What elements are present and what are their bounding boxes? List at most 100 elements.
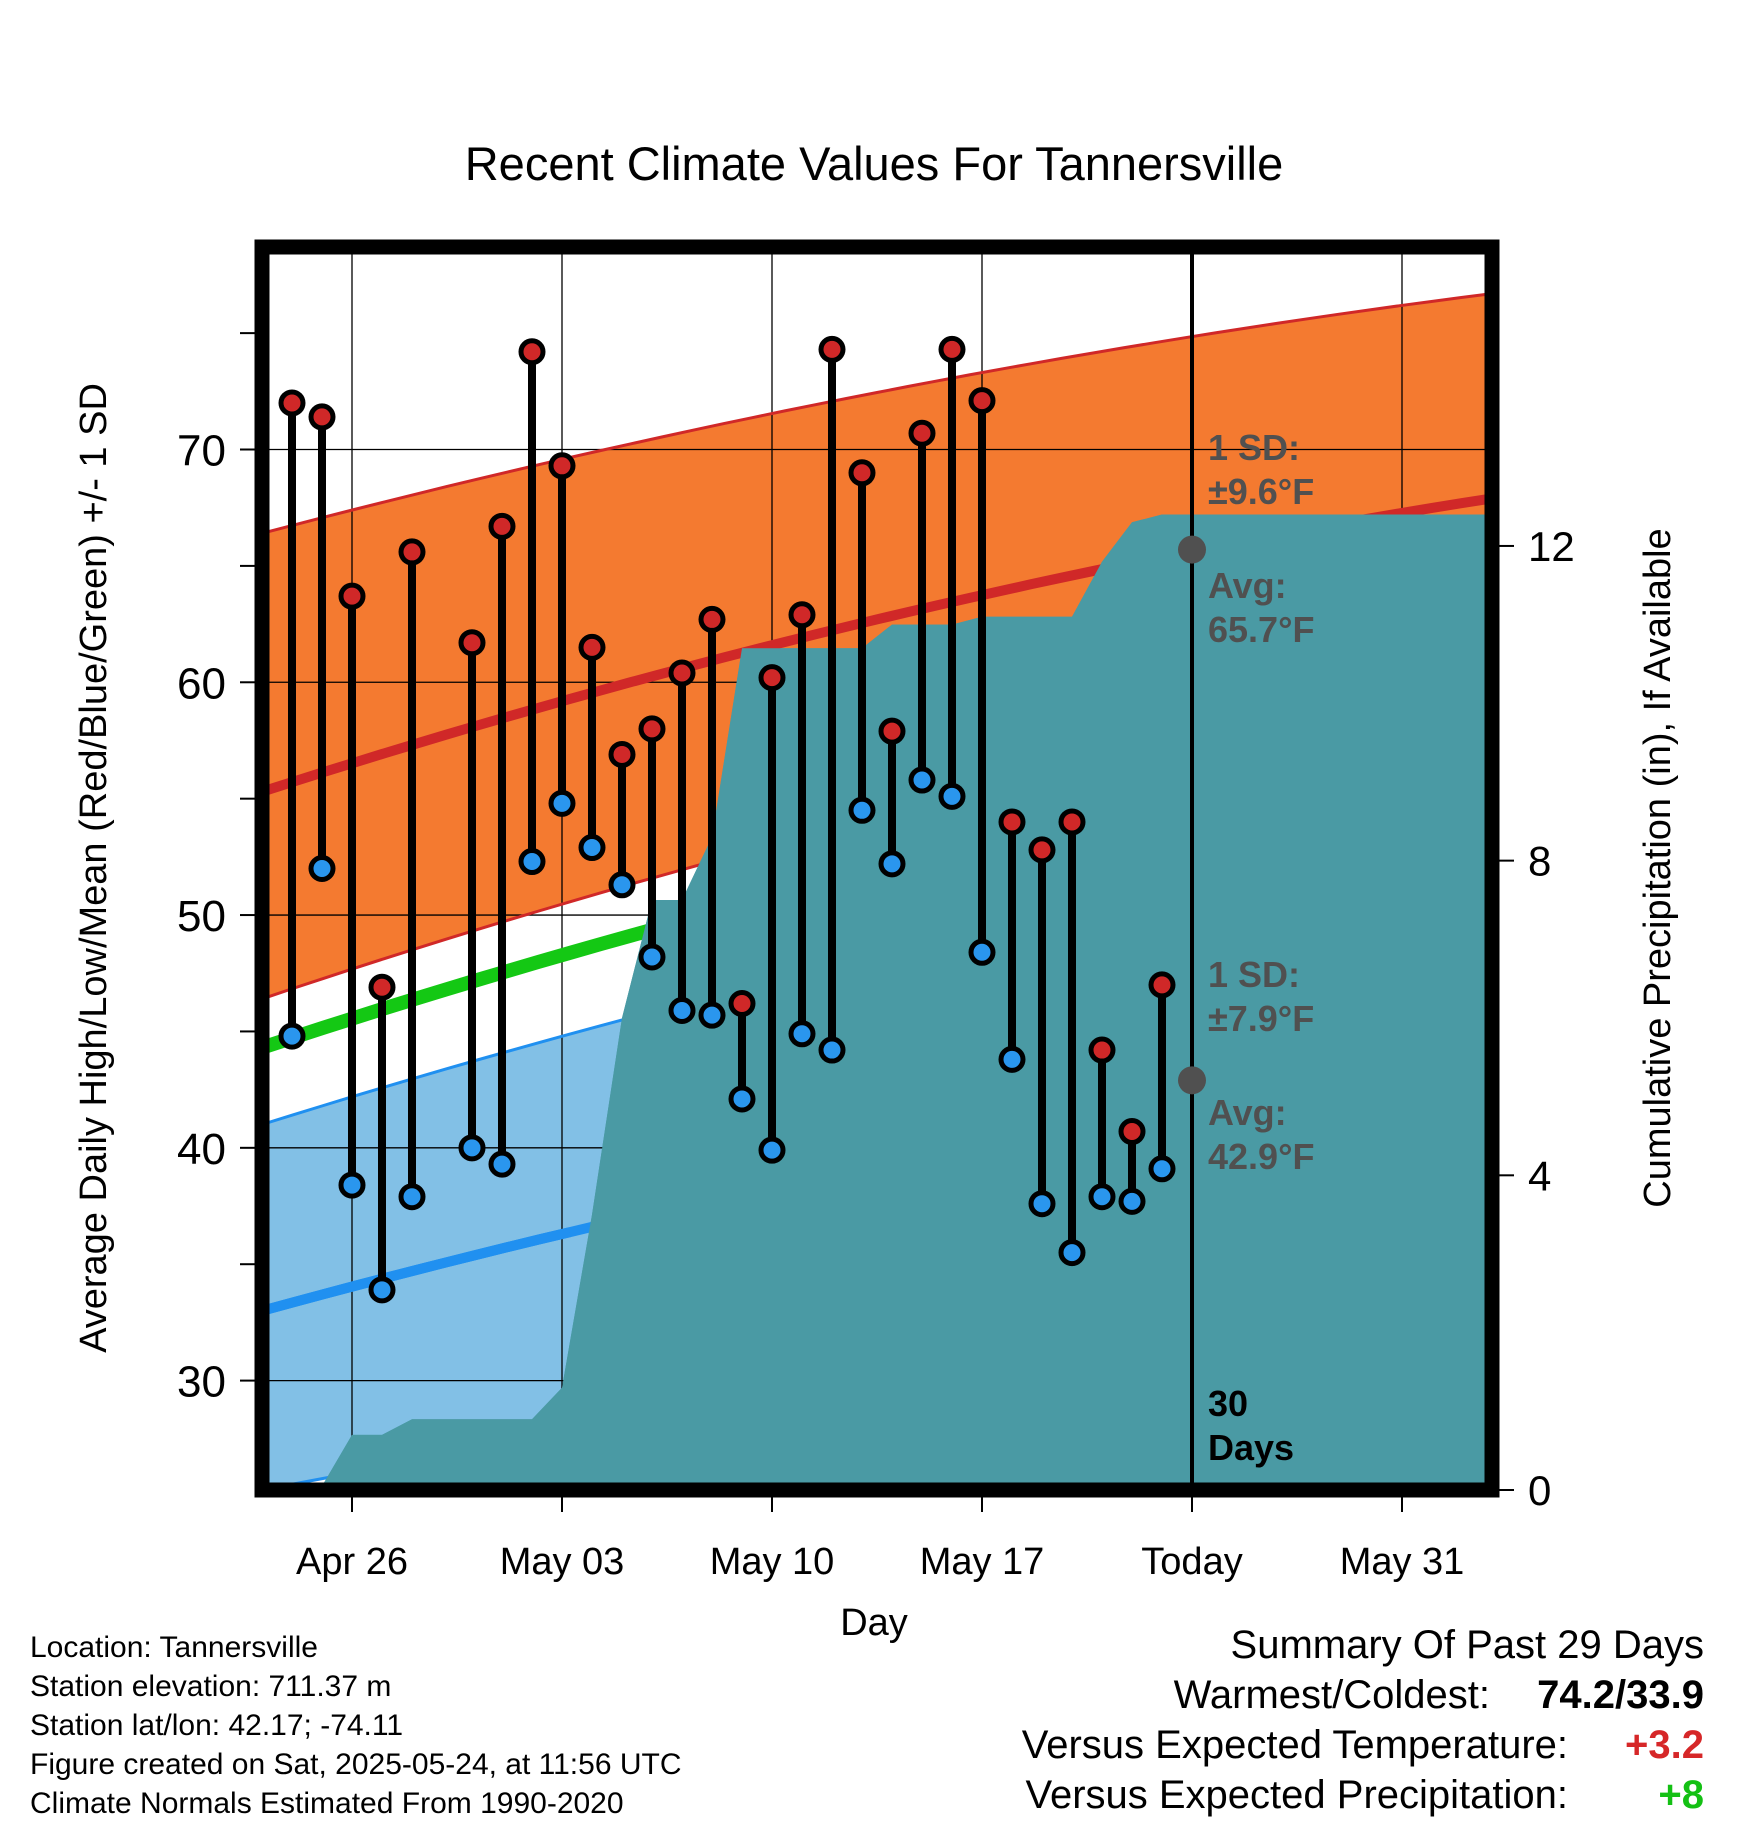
cumulative-precip-overlay (262, 514, 1492, 1490)
x-tick-label: May 10 (710, 1541, 835, 1583)
daily-high-point (398, 538, 426, 566)
daily-high-point (1118, 1118, 1146, 1146)
daily-low-point (848, 796, 876, 824)
normals-text: Climate Normals Estimated From 1990-2020 (30, 1787, 624, 1820)
daily-low-point (308, 855, 336, 882)
summary-precip-row: Versus Expected Precipitation: +8 (1022, 1770, 1704, 1820)
daily-low-point (728, 1085, 756, 1113)
daily-high-point (668, 659, 696, 687)
high-upper-sd-line (261, 292, 1493, 535)
daily-low-point (878, 850, 906, 878)
elevation-text: Station elevation: 711.37 m (30, 1670, 392, 1703)
daily-high-point (458, 629, 486, 657)
daily-high-point (338, 582, 366, 610)
chart-title: Recent Climate Values For Tannersville (465, 137, 1284, 190)
daily-low-point (938, 782, 966, 810)
today-days-word: Days (1208, 1427, 1294, 1468)
summary-title: Summary Of Past 29 Days (1230, 1623, 1704, 1667)
daily-high-point (998, 808, 1026, 836)
daily-low-point (638, 943, 666, 971)
daily-low-point (1028, 1190, 1056, 1218)
temp-anomaly-label: Versus Expected Temperature: (1021, 1723, 1568, 1767)
warmest-label: Warmest/Coldest: (1173, 1673, 1490, 1717)
low-sd-label: 1 SD: (1208, 954, 1300, 995)
high-avg-label: Avg: (1208, 565, 1287, 606)
station-info: Location: Tannersville Station elevation… (30, 1628, 682, 1823)
low-sd-value: ±7.9°F (1208, 998, 1314, 1039)
daily-low-point (1058, 1239, 1086, 1267)
daily-low-point (758, 1136, 786, 1164)
y-tick-label: 70 (177, 427, 226, 476)
high-avg-value: 65.7°F (1208, 609, 1314, 650)
daily-high-point (488, 512, 516, 540)
x-tick-label: Today (1141, 1541, 1242, 1583)
daily-high-point (1088, 1036, 1116, 1064)
y-tick-label: 60 (177, 659, 226, 708)
y-tick-label: 30 (177, 1358, 226, 1407)
daily-low-point (968, 938, 996, 966)
summary-temp-row: Versus Expected Temperature: +3.2 (1022, 1720, 1704, 1770)
daily-low-point (278, 1022, 306, 1050)
warmest-value: 74.2/33.9 (1537, 1673, 1704, 1717)
daily-low-point (608, 871, 636, 899)
daily-low-point (1088, 1183, 1116, 1211)
low-avg-value: 42.9°F (1208, 1136, 1314, 1177)
y2-axis-label: Cumulative Precipitation (in), If Availa… (1637, 528, 1679, 1207)
y-tick-label: 50 (177, 892, 226, 941)
daily-high-point (638, 715, 666, 743)
daily-low-point (698, 1001, 726, 1029)
daily-low-point (668, 996, 696, 1024)
daily-high-point (308, 403, 336, 431)
daily-high-point (608, 740, 636, 768)
high-sd-label: 1 SD: (1208, 427, 1300, 468)
daily-high-point (278, 389, 306, 417)
daily-low-point (368, 1276, 396, 1304)
daily-high-point (578, 633, 606, 661)
x-tick-label: May 31 (1340, 1541, 1465, 1583)
daily-high-point (1058, 808, 1086, 836)
low-avg-today-marker (1178, 1066, 1206, 1095)
high-sd-value: ±9.6°F (1208, 471, 1314, 512)
daily-low-point (1148, 1155, 1176, 1183)
daily-high-point (368, 973, 396, 1001)
daily-high-point (878, 717, 906, 745)
low-avg-label: Avg: (1208, 1092, 1287, 1133)
daily-low-point (458, 1134, 486, 1162)
precip-anomaly-label: Versus Expected Precipitation: (1025, 1773, 1568, 1817)
daily-high-point (518, 338, 546, 366)
daily-low-point (578, 834, 606, 862)
daily-high-point (728, 990, 756, 1018)
daily-high-point (848, 459, 876, 487)
x-tick-label: May 03 (500, 1541, 625, 1583)
y2-tick-label: 8 (1528, 838, 1551, 885)
daily-high-point (818, 335, 846, 363)
temp-anomaly-value: +3.2 (1625, 1723, 1704, 1767)
high-avg-today-marker (1178, 535, 1206, 564)
plot-frame (254, 239, 1500, 1498)
y2-tick-label: 0 (1528, 1467, 1551, 1514)
daily-high-point (548, 452, 576, 480)
location-text: Location: Tannersville (30, 1631, 318, 1664)
daily-high-point (968, 387, 996, 415)
today-days-count: 30 (1208, 1383, 1248, 1424)
latlon-text: Station lat/lon: 42.17; -74.11 (30, 1709, 404, 1742)
daily-low-point (908, 766, 936, 794)
daily-low-point (338, 1171, 366, 1199)
daily-high-point (1028, 836, 1056, 864)
daily-low-point (398, 1183, 426, 1211)
x-axis-label: Day (840, 1602, 908, 1644)
low-normal-line-visible (260, 1227, 571, 1316)
daily-high-point (908, 419, 936, 447)
daily-low-point (1118, 1187, 1146, 1215)
daily-high-point (788, 601, 816, 629)
daily-low-point (488, 1150, 516, 1178)
daily-low-point (518, 848, 546, 876)
y2-tick-label: 4 (1528, 1152, 1551, 1199)
daily-high-point (938, 335, 966, 363)
x-tick-label: May 17 (920, 1541, 1045, 1583)
daily-high-point (698, 605, 726, 633)
daily-low-point (818, 1036, 846, 1064)
daily-low-point (998, 1045, 1026, 1073)
precip-anomaly-value: +8 (1658, 1773, 1704, 1817)
summary-warmest-row: Warmest/Coldest: 74.2/33.9 (1022, 1670, 1704, 1720)
